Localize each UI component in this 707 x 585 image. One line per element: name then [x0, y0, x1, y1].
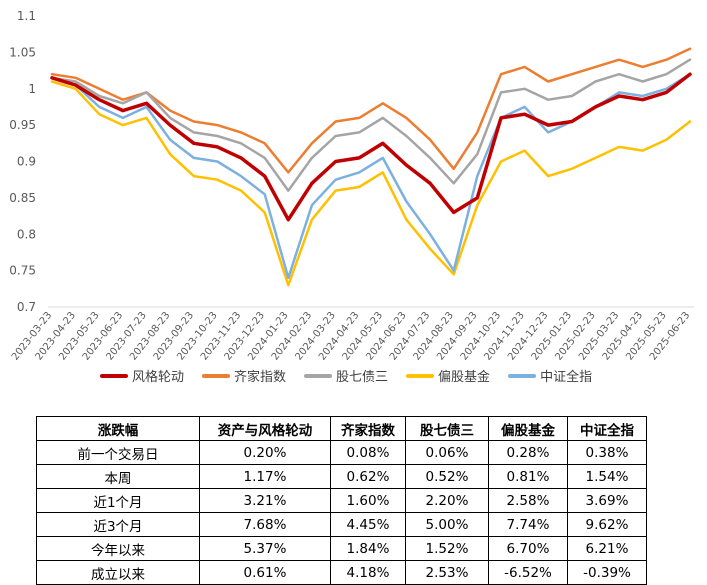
table-cell: 0.08% — [330, 440, 406, 465]
legend-label: 中证全指 — [540, 370, 593, 385]
y-tick-label: 0.8 — [17, 227, 36, 241]
legend-item-中证全指: 中证全指 — [508, 366, 592, 385]
chart-legend: 风格轮动 齐家指数 股七债三 偏股基金 中证全指 — [100, 366, 592, 385]
table-header: 齐家指数 — [330, 416, 406, 441]
chart-series — [50, 47, 692, 287]
chart-axes: 0.70.750.80.850.90.9511.051.12023-03-232… — [9, 9, 694, 360]
table-cell: 1.60% — [330, 488, 406, 513]
y-tick-label: 0.75 — [9, 264, 36, 278]
table-header: 资产与风格轮动 — [199, 416, 331, 441]
y-tick-label: 0.95 — [9, 118, 36, 132]
y-tick-label: 1.05 — [9, 45, 36, 59]
table-header: 偏股基金 — [488, 416, 568, 441]
table-cell: 6.70% — [488, 536, 568, 561]
legend-swatch — [406, 373, 435, 378]
legend-item-风格轮动: 风格轮动 — [100, 366, 184, 385]
legend-label: 齐家指数 — [234, 370, 287, 385]
table-cell: -6.52% — [488, 560, 568, 585]
table-cell: 2.58% — [488, 488, 568, 513]
legend-label: 风格轮动 — [132, 370, 185, 385]
table-cell: 成立以来 — [36, 560, 200, 585]
table-cell: 近3个月 — [36, 512, 200, 537]
series-line-偏股基金 — [50, 80, 692, 287]
table-row: 近1个月 3.21% 1.60% 2.20% 2.58% 3.69% — [36, 488, 647, 513]
table-cell: 3.69% — [567, 488, 647, 513]
legend-item-齐家指数: 齐家指数 — [202, 366, 286, 385]
legend-item-偏股基金: 偏股基金 — [406, 366, 490, 385]
table-cell: 1.17% — [199, 464, 331, 489]
table-cell: 2.53% — [405, 560, 489, 585]
table-cell: 0.62% — [330, 464, 406, 489]
y-tick-label: 0.7 — [17, 300, 36, 314]
table-cell: 4.18% — [330, 560, 406, 585]
table-cell: 7.68% — [199, 512, 331, 537]
table-cell: -0.39% — [567, 560, 647, 585]
table-cell: 0.06% — [405, 440, 489, 465]
table-header: 股七债三 — [405, 416, 489, 441]
table-row: 本周 1.17% 0.62% 0.52% 0.81% 1.54% — [36, 464, 647, 489]
table-cell: 0.28% — [488, 440, 568, 465]
table-cell: 5.37% — [199, 536, 331, 561]
legend-label: 偏股基金 — [438, 370, 491, 385]
table-cell: 今年以来 — [36, 536, 200, 561]
table-header-row: 涨跌幅 资产与风格轮动 齐家指数 股七债三 偏股基金 中证全指 — [36, 416, 647, 441]
table-cell: 近1个月 — [36, 488, 200, 513]
table-cell: 0.81% — [488, 464, 568, 489]
y-tick-label: 0.85 — [9, 191, 36, 205]
table-row: 成立以来 0.61% 4.18% 2.53% -6.52% -0.39% — [36, 560, 647, 585]
performance-table: 涨跌幅 资产与风格轮动 齐家指数 股七债三 偏股基金 中证全指 前一个交易日 0… — [36, 416, 647, 585]
table-row: 前一个交易日 0.20% 0.08% 0.06% 0.28% 0.38% — [36, 440, 647, 465]
table-cell: 5.00% — [405, 512, 489, 537]
table-cell: 9.62% — [567, 512, 647, 537]
legend-item-股七债三: 股七债三 — [304, 366, 388, 385]
table-cell: 1.54% — [567, 464, 647, 489]
y-tick-label: 1.1 — [17, 9, 36, 23]
line-chart: 0.70.750.80.850.90.9511.051.12023-03-232… — [9, 9, 694, 360]
series-line-股七债三 — [50, 58, 692, 192]
table-cell: 3.21% — [199, 488, 331, 513]
table-cell: 0.20% — [199, 440, 331, 465]
table-cell: 0.52% — [405, 464, 489, 489]
table-cell: 本周 — [36, 464, 200, 489]
series-line-风格轮动 — [50, 72, 692, 222]
table-cell: 2.20% — [405, 488, 489, 513]
table-cell: 1.52% — [405, 536, 489, 561]
y-tick-label: 0.9 — [17, 155, 36, 169]
y-tick-label: 1 — [28, 82, 36, 96]
table-header: 涨跌幅 — [36, 416, 200, 441]
table-header: 中证全指 — [567, 416, 647, 441]
legend-swatch — [304, 373, 333, 378]
table-cell: 6.21% — [567, 536, 647, 561]
legend-swatch — [202, 373, 231, 378]
table-cell: 前一个交易日 — [36, 440, 200, 465]
table-row: 近3个月 7.68% 4.45% 5.00% 7.74% 9.62% — [36, 512, 647, 537]
table-row: 今年以来 5.37% 1.84% 1.52% 6.70% 6.21% — [36, 536, 647, 561]
legend-swatch — [100, 373, 128, 378]
table-cell: 7.74% — [488, 512, 568, 537]
table-cell: 4.45% — [330, 512, 406, 537]
legend-label: 股七债三 — [336, 370, 389, 385]
table-cell: 0.38% — [567, 440, 647, 465]
series-line-齐家指数 — [50, 47, 692, 174]
table-cell: 0.61% — [199, 560, 331, 585]
legend-swatch — [508, 373, 537, 378]
table-cell: 1.84% — [330, 536, 406, 561]
